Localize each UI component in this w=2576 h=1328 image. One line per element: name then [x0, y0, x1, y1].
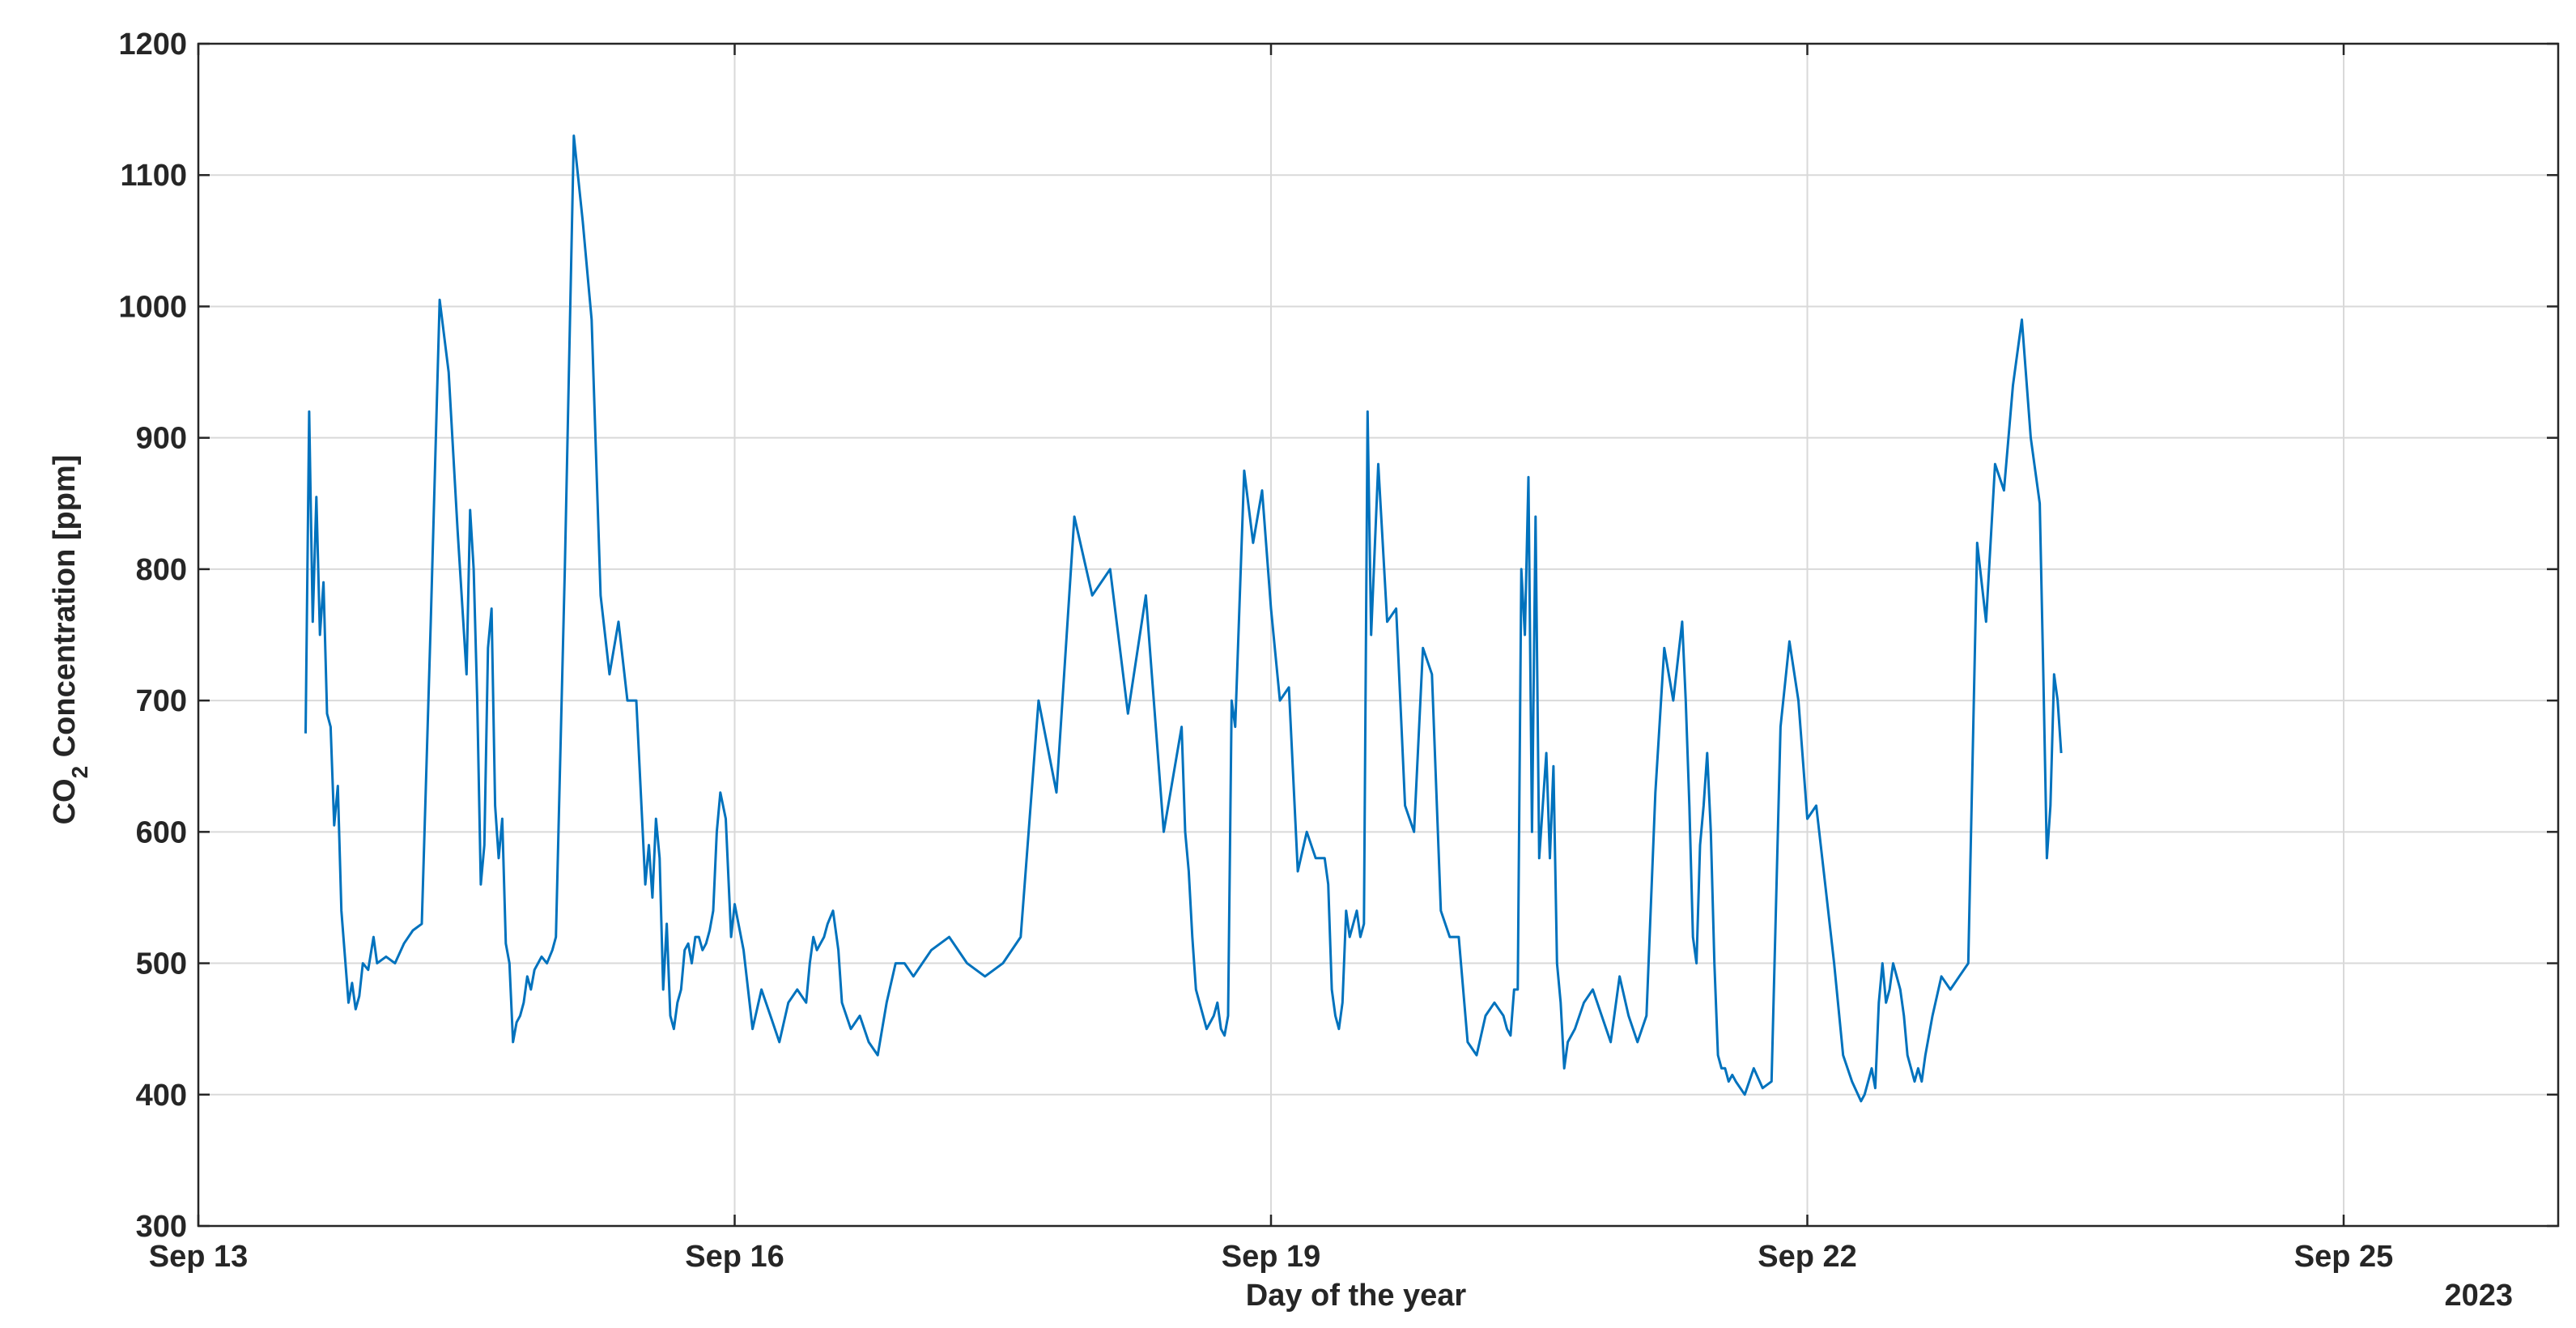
y-axis-label-main: CO	[48, 778, 82, 824]
series-layer	[304, 134, 2063, 1103]
y-tick-label: 1100	[121, 159, 187, 193]
y-tick-label: 400	[136, 1079, 187, 1113]
x-tick-label: Sep 19	[1222, 1240, 1321, 1274]
year-label: 2023	[2444, 1279, 2513, 1313]
x-tick-label: Sep 16	[685, 1240, 784, 1274]
y-tick-label: 1000	[118, 290, 187, 324]
y-tick-label: 300	[136, 1210, 187, 1244]
tick-marks	[197, 42, 2558, 1228]
x-axis-label: Day of the year	[1246, 1279, 1467, 1313]
y-tick-label: 600	[136, 815, 187, 849]
x-tick-label: Sep 25	[2294, 1240, 2394, 1274]
y-tick-label: 1200	[118, 28, 187, 62]
y-tick-label: 700	[136, 684, 187, 718]
y-tick-label: 500	[136, 947, 187, 981]
y-axis-label: CO2 Concentration [ppm]	[48, 455, 92, 825]
x-tick-label: Sep 13	[149, 1240, 249, 1274]
co2-series-line	[304, 134, 2063, 1103]
y-axis-label-subscript: 2	[67, 766, 92, 779]
y-tick-label: 900	[136, 422, 187, 456]
y-tick-labels: 300 400 500 600 700 800 900 1000 1100 1200	[118, 28, 187, 1244]
y-tick-label: 800	[136, 553, 187, 587]
x-tick-labels: Sep 13 Sep 16 Sep 19 Sep 22 Sep 25	[149, 1240, 2394, 1274]
plot-frame	[197, 42, 2560, 1228]
y-axis-label-rest: Concentration [ppm]	[48, 455, 82, 766]
grid-lines	[198, 43, 2558, 1227]
x-tick-label: Sep 22	[1758, 1240, 1857, 1274]
